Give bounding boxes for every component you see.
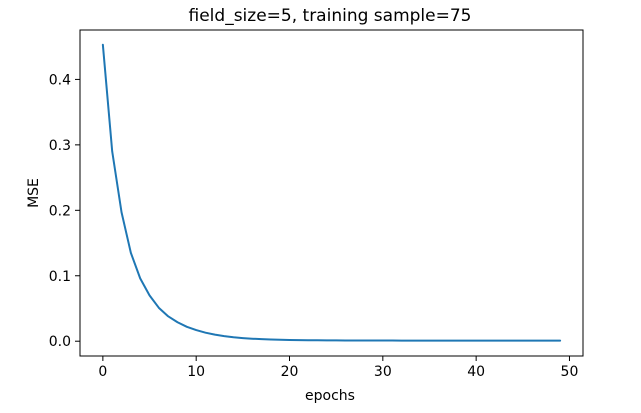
x-axis-label: epochs	[305, 388, 355, 404]
y-axis-label: MSE	[26, 178, 42, 208]
x-tick-label: 40	[467, 364, 485, 380]
y-tick-label: 0.4	[49, 72, 71, 88]
axis-ticks: 0 10 20 30 40 50 0.0 0.1 0.2 0.3 0.4	[49, 72, 579, 380]
plot-area-frame	[79, 29, 584, 357]
y-tick-label: 0.3	[49, 138, 71, 154]
x-tick-label: 50	[561, 364, 579, 380]
y-tick-label: 0.2	[49, 203, 71, 219]
x-tick-label: 30	[374, 364, 392, 380]
x-tick-label: 20	[281, 364, 299, 380]
x-tick-label: 0	[98, 364, 107, 380]
mse-series-line	[101, 43, 562, 342]
y-tick-label: 0.0	[49, 334, 71, 350]
chart-title: field_size=5, training sample=75	[189, 6, 472, 26]
y-tick-label: 0.1	[49, 269, 71, 285]
series-layer	[101, 43, 562, 342]
x-tick-label: 10	[187, 364, 205, 380]
